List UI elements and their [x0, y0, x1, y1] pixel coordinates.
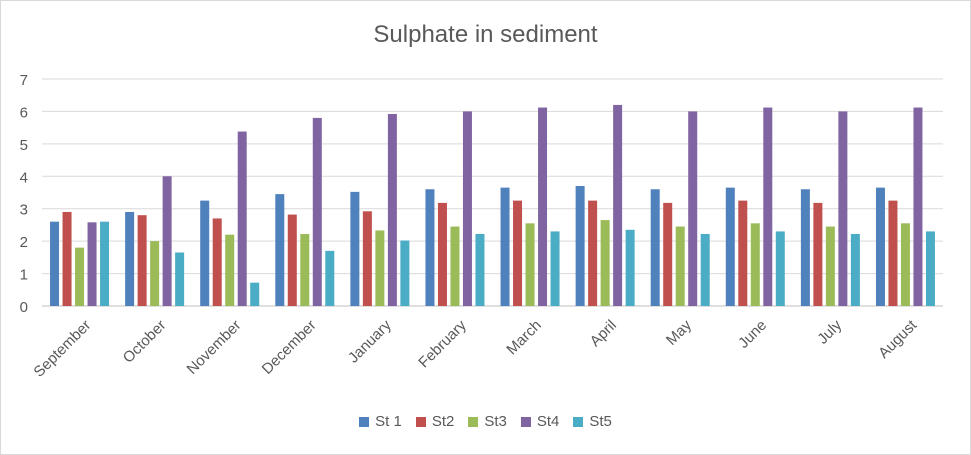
y-tick-label: 5: [20, 137, 28, 154]
legend-label: St3: [484, 413, 507, 430]
bar: [875, 187, 885, 306]
bar: [62, 211, 72, 306]
x-tick-label: August: [875, 316, 921, 362]
bar: [362, 211, 372, 306]
y-tick-label: 2: [20, 234, 28, 251]
legend-label: St5: [589, 413, 612, 430]
bar: [888, 200, 898, 306]
x-tick-label: December: [259, 317, 320, 378]
bar: [212, 218, 222, 306]
bar: [650, 189, 660, 306]
y-tick-label: 3: [20, 202, 28, 219]
bar: [825, 226, 835, 306]
x-tick-label: April: [587, 317, 620, 350]
bar: [137, 215, 147, 306]
x-tick-label: January: [345, 316, 395, 366]
y-tick-label: 1: [20, 267, 28, 284]
y-tick-label: 6: [20, 104, 28, 121]
bar: [775, 231, 785, 306]
bar: [375, 230, 385, 306]
bar: [387, 114, 397, 306]
y-tick-label: 0: [20, 299, 28, 316]
x-tick-label: September: [30, 317, 94, 381]
bar: [312, 117, 322, 307]
y-tick-label: 7: [20, 72, 28, 89]
x-tick-label: March: [503, 317, 544, 358]
bar: [87, 222, 97, 306]
bar: [838, 111, 848, 306]
bar: [763, 107, 773, 306]
x-tick-label: November: [184, 317, 245, 378]
chart-title: Sulphate in sediment: [373, 21, 598, 48]
legend-swatch: [359, 416, 370, 427]
bar: [400, 240, 410, 306]
bar: [513, 200, 523, 306]
bar: [100, 221, 110, 306]
legend-item: St 1: [359, 413, 402, 430]
bar: [738, 200, 748, 306]
bar: [663, 202, 673, 306]
bar: [675, 226, 685, 306]
legend-label: St 1: [375, 413, 402, 430]
x-tick-label: July: [814, 316, 845, 347]
bar: [600, 220, 610, 306]
bar: [750, 223, 760, 306]
legend-label: St2: [431, 413, 455, 430]
legend-item: St2: [415, 413, 455, 430]
bar: [725, 187, 735, 306]
bar: [237, 131, 247, 306]
bar: [588, 200, 598, 306]
bar: [700, 234, 710, 306]
legend-swatch: [573, 416, 584, 427]
bar: [300, 234, 310, 306]
bar: [813, 202, 823, 306]
bar: [688, 111, 698, 306]
bar: [200, 200, 210, 306]
bar: [900, 223, 910, 306]
chart-legend: St 1 St2 St3 St4 St5: [1, 413, 970, 430]
legend-item: St3: [468, 413, 507, 430]
legend-item: St4: [520, 413, 560, 430]
bar: [325, 250, 335, 306]
bar: [538, 107, 548, 306]
legend-label: St4: [536, 413, 560, 430]
x-tick-label: May: [663, 316, 695, 348]
bar: [425, 189, 435, 306]
bar: [162, 176, 172, 306]
bar: [225, 234, 235, 306]
bar: [275, 194, 285, 306]
bar: [575, 186, 585, 306]
bar: [800, 189, 810, 306]
bar: [613, 104, 623, 306]
bar: [437, 202, 447, 306]
bar: [450, 226, 460, 306]
bar: [462, 111, 472, 306]
bar: [550, 231, 560, 306]
bar: [50, 221, 60, 306]
bar: [350, 191, 360, 306]
y-tick-label: 4: [20, 169, 28, 186]
bar: [475, 234, 485, 306]
bar: [913, 107, 923, 306]
legend-swatch: [520, 416, 531, 427]
bar: [175, 252, 185, 306]
x-tick-label: February: [415, 316, 470, 371]
bar: [850, 234, 860, 306]
bar: [625, 229, 635, 306]
bar: [500, 187, 510, 306]
bar: [75, 247, 85, 306]
bar: [125, 211, 135, 306]
bar: [287, 214, 297, 306]
legend-swatch: [415, 416, 426, 427]
bar: [925, 231, 935, 306]
bar: [250, 282, 260, 306]
legend-swatch: [468, 416, 479, 427]
legend-item: St5: [573, 413, 612, 430]
x-tick-label: October: [120, 317, 170, 367]
x-tick-label: June: [735, 317, 770, 352]
bar: [150, 241, 160, 306]
bar: [525, 223, 535, 306]
